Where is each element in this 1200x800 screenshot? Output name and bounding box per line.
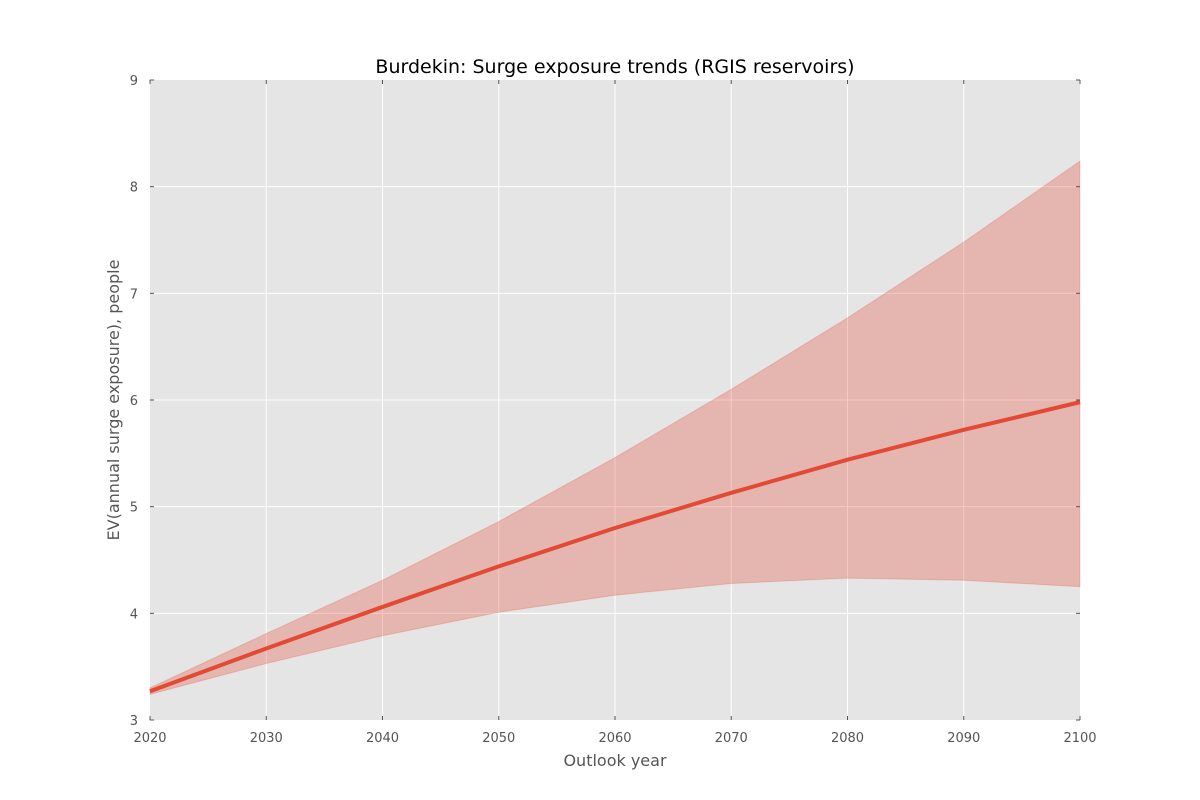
x-tick-label: 2050 bbox=[482, 731, 515, 746]
grid-lines bbox=[150, 80, 1080, 720]
x-tick-label: 2100 bbox=[1063, 731, 1096, 746]
y-tick-label: 9 bbox=[130, 74, 138, 89]
x-tick-label: 2040 bbox=[366, 731, 399, 746]
y-tick-label: 3 bbox=[130, 714, 138, 729]
chart-title: Burdekin: Surge exposure trends (RGIS re… bbox=[375, 56, 854, 78]
x-tick-label: 2070 bbox=[715, 731, 748, 746]
x-tick-label: 2060 bbox=[598, 731, 631, 746]
x-tick-labels: 2020 2030 2040 2050 2060 2070 2080 2090 2100 bbox=[133, 731, 1096, 746]
tick-marks bbox=[149, 79, 1081, 721]
y-tick-label: 6 bbox=[130, 394, 138, 409]
y-tick-label: 5 bbox=[130, 501, 138, 516]
y-tick-label: 4 bbox=[130, 607, 138, 622]
x-tick-label: 2020 bbox=[133, 731, 166, 746]
uncertainty-band bbox=[149, 160, 1081, 696]
series-line bbox=[149, 400, 1081, 694]
y-tick-label: 8 bbox=[130, 181, 138, 196]
y-tick-labels: 3 4 5 6 7 8 9 bbox=[130, 74, 138, 729]
x-axis-label: Outlook year bbox=[563, 751, 667, 770]
y-axis-label: EV(annual surge exposure), people bbox=[104, 260, 123, 541]
y-tick-label: 7 bbox=[130, 287, 138, 302]
x-tick-label: 2080 bbox=[831, 731, 864, 746]
x-tick-label: 2090 bbox=[947, 731, 980, 746]
series-line-layer bbox=[149, 400, 1081, 694]
uncertainty-band-layer bbox=[149, 160, 1081, 696]
x-tick-label: 2030 bbox=[250, 731, 283, 746]
